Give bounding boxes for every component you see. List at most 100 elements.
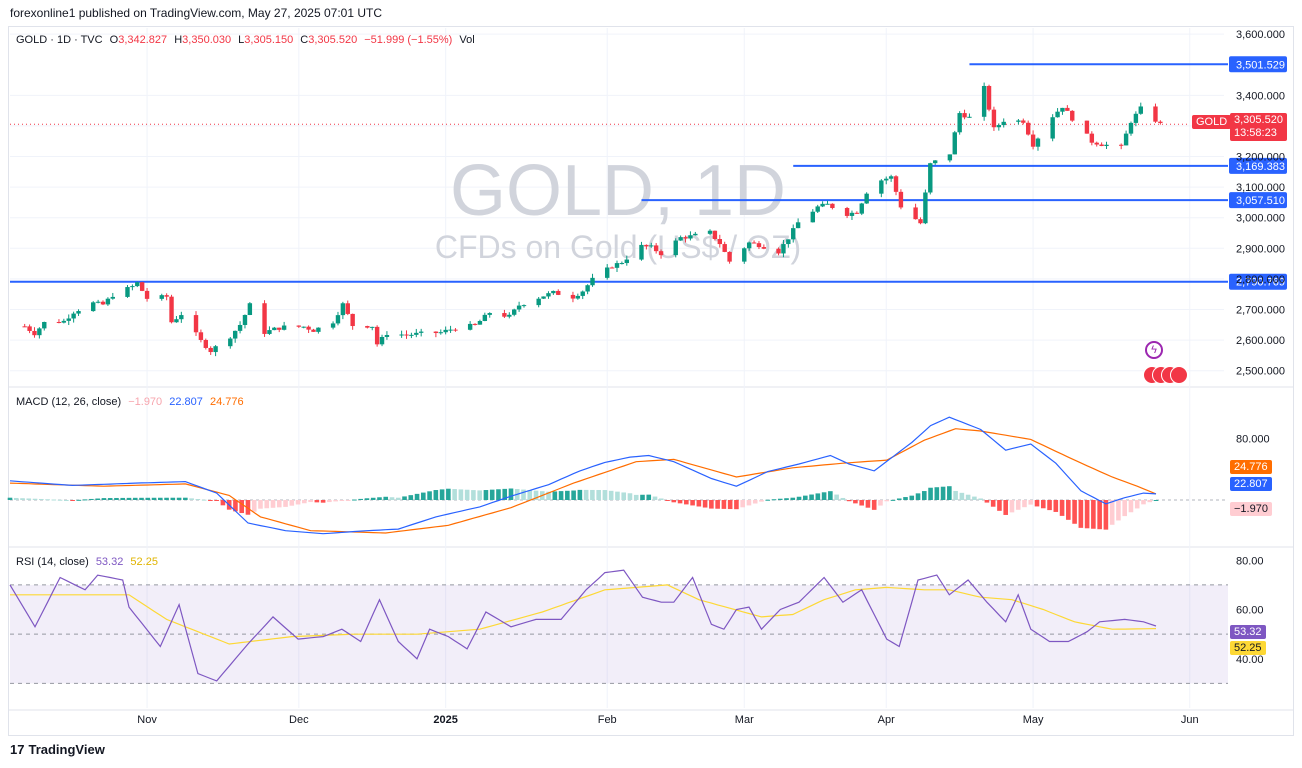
price-tick-label: 2,600.000 [1236,335,1285,347]
macd-hist-bar [565,490,570,500]
macd-hist-bar [1053,500,1059,512]
candle-body [487,313,492,315]
candle-body [453,329,458,331]
candle-body [409,334,414,336]
candle-body [825,203,830,205]
macd-hist-bar [1122,500,1127,517]
macd-hist-bar [715,500,720,509]
macd-hist-bar [383,496,389,500]
candle-body [585,285,590,292]
macd-hist-bar [552,491,558,500]
macd-hist-bar [339,500,345,501]
macd-hist-bar [1072,500,1077,524]
macd-hist-bar [752,500,758,504]
candle-body [1035,138,1041,147]
macd-hist-bar [132,497,138,500]
macd-hist-bar [740,500,745,508]
macd-hist-bar [89,498,94,500]
macd-hist-bar [508,488,514,500]
candle-body [1099,144,1104,147]
macd-hist-bar [464,489,470,500]
candle-body [898,191,904,208]
candle-body [717,239,722,245]
macd-hist-bar [878,500,883,506]
macd-tick-label: 80.000 [1236,434,1270,446]
macd-hist-bar [859,500,864,506]
macd-hist-bar [145,497,151,500]
macd-hist-bar [727,500,733,510]
macd-hist-bar [972,496,977,500]
macd-hist-bar [834,494,839,500]
candle-body [311,329,316,332]
candle-body [164,295,169,297]
candle-body [786,239,791,245]
candle-body [649,245,654,247]
macd-hist-bar [928,487,933,500]
candle-body [502,313,507,317]
tradingview-footer[interactable]: 17 TradingView [10,742,105,757]
candle-body [756,243,762,248]
macd-hist-bar [602,490,608,500]
macd-hist-bar [126,497,132,500]
macd-hist-bar [101,498,107,500]
lightning-icon[interactable]: ϟ [1145,341,1163,359]
macd-hist-bar [139,497,144,500]
macd-hist-bar [1034,500,1040,507]
candle-body [448,329,453,331]
macd-hist-bar [521,489,526,500]
macd-hist-bar [608,490,614,500]
time-tick-label: Nov [137,714,157,726]
macd-hist-bar [809,494,814,500]
candle-body [609,267,615,269]
macd-hist-bar [1047,500,1052,511]
time-tick-label: May [1023,714,1044,726]
macd-hist-bar [308,500,313,503]
macd-hist-bar [990,500,996,507]
candle-body [1123,133,1129,146]
macd-hist-bar [295,500,301,505]
candle-body [551,290,556,294]
macd-hist-bar [439,489,445,500]
macd-hist-bar [640,494,645,500]
candle-body [174,319,179,323]
macd-hist-bar [940,486,946,500]
candle-body [203,339,209,348]
macd-hist-bar [433,490,439,500]
candle-body [1153,106,1158,122]
macd-hist-bar [934,487,940,500]
price-tick-label: 2,800.000 [1236,274,1285,286]
candle-body [1021,120,1026,123]
macd-hist-bar [395,497,401,500]
candle-body [267,330,272,334]
candle-body [986,85,992,110]
candle-body [418,331,424,333]
candle-body [683,237,688,239]
candle-body [482,314,488,322]
level-price-label: 3,501.529 [1236,59,1285,71]
candle-body [1138,106,1143,114]
candle-body [296,325,302,327]
candle-body [507,314,512,317]
candle-body [791,228,796,240]
rsi-ma-value: 52.25 [130,556,158,568]
candle-body [144,290,150,299]
macd-hist-bar [884,500,890,502]
macd-hist-bar [965,494,971,500]
macd-hist-bar [214,500,219,501]
macd-hist-bar [176,497,182,500]
macd-hist-bar [784,498,789,500]
price-tick-label: 3,100.000 [1236,182,1285,194]
candle-body [95,301,101,303]
events-flags-icon[interactable] [1143,366,1188,384]
candle-body [237,324,243,331]
macd-hist-bar [157,497,163,500]
macd-hist-bar [114,497,119,500]
candle-body [1055,111,1060,118]
candle-body [1119,144,1124,146]
level-price-tag [1229,273,1287,290]
candle-body [1050,117,1055,139]
macd-hist-bar [1078,500,1084,528]
macd-hist-bar [828,491,833,500]
macd-hist-bar [107,498,113,500]
